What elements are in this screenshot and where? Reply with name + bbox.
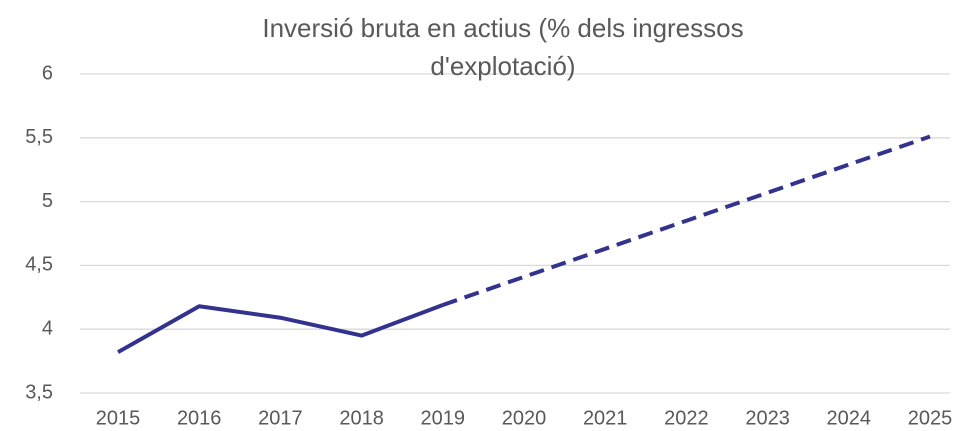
x-tick-label: 2023 xyxy=(745,407,790,429)
x-tick-label: 2016 xyxy=(177,407,222,429)
y-tick-label: 4 xyxy=(42,317,53,339)
y-tick-label: 6 xyxy=(42,62,53,84)
x-tick-label: 2021 xyxy=(583,407,628,429)
x-tick-label: 2024 xyxy=(827,407,872,429)
y-tick-label: 4,5 xyxy=(25,254,53,276)
chart-title: Inversió bruta en actius (% dels ingress… xyxy=(262,13,744,81)
y-tick-label: 5 xyxy=(42,190,53,212)
x-tick-label: 2015 xyxy=(96,407,141,429)
line xyxy=(442,134,931,307)
x-tick-label: 2018 xyxy=(339,407,384,429)
x-tick-label: 2017 xyxy=(258,407,303,429)
line xyxy=(117,303,444,354)
x-tick-label: 2025 xyxy=(908,407,953,429)
x-tick-label: 2019 xyxy=(421,407,466,429)
x-tick-label: 2022 xyxy=(664,407,709,429)
x-tick-label: 2020 xyxy=(502,407,547,429)
y-tick-label: 3,5 xyxy=(25,381,53,403)
y-tick-label: 5,5 xyxy=(25,126,53,148)
